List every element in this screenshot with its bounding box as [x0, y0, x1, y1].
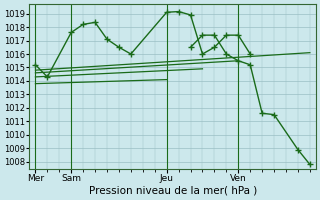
X-axis label: Pression niveau de la mer( hPa ): Pression niveau de la mer( hPa )	[89, 186, 257, 196]
